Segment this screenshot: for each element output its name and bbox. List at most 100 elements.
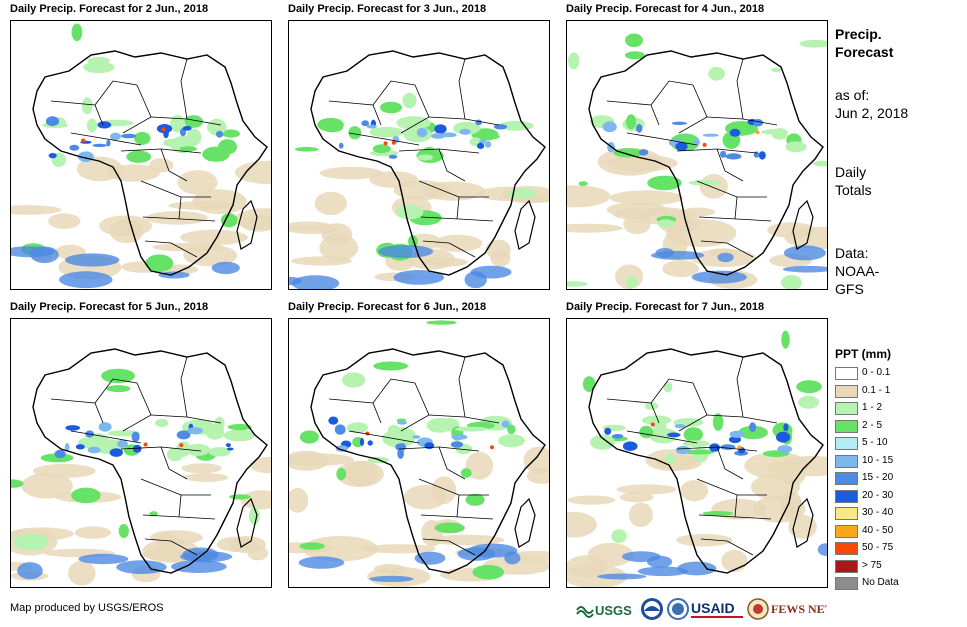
precip-patch (369, 575, 414, 582)
precip-patch (777, 445, 793, 454)
precip-patch (504, 551, 521, 565)
precip-patch (69, 144, 80, 151)
legend-swatch (835, 419, 858, 433)
precip-patch (291, 275, 340, 289)
precip-patch (702, 142, 707, 147)
country-border (422, 538, 450, 542)
precip-patch (380, 101, 402, 114)
noaa-logo (639, 596, 665, 622)
country-border (144, 538, 172, 542)
precip-map (288, 318, 550, 588)
precip-patch (460, 468, 472, 478)
country-border (734, 494, 738, 518)
precip-patch (692, 447, 709, 463)
precip-patch (781, 330, 790, 349)
precip-patch (222, 129, 240, 138)
precip-patch (602, 121, 617, 133)
precip-patch (397, 420, 407, 425)
madagascar-outline (792, 497, 814, 548)
precip-patch (211, 261, 240, 275)
legend-label: No Data (862, 577, 899, 588)
precip-patch (249, 507, 260, 525)
legend-item: 0 - 0.1 (835, 365, 891, 383)
precip-patch (780, 491, 803, 519)
precip-patch (590, 434, 615, 450)
africa-coastline (588, 348, 824, 574)
legend-item: 10 - 15 (835, 453, 893, 471)
precip-patch (234, 208, 271, 230)
precip-patch (155, 418, 169, 428)
nasa-logo (667, 596, 689, 622)
country-border (170, 540, 198, 556)
precip-patch (81, 138, 86, 143)
country-border (398, 148, 480, 154)
africa-precip-map-svg (11, 23, 271, 289)
precip-patch (374, 564, 406, 575)
precip-patch (289, 276, 302, 285)
fews-net-logo-text: FEWS NET (771, 602, 827, 616)
legend-swatch (835, 507, 858, 520)
precip-patch (779, 462, 806, 486)
precip-patch (92, 143, 107, 148)
precip-patch (294, 146, 319, 152)
precip-patch (465, 493, 485, 506)
precip-patch (671, 121, 687, 126)
precip-patch (367, 440, 373, 446)
precip-patch (628, 502, 653, 528)
precip-patch (684, 449, 715, 455)
precip-patch (143, 442, 148, 447)
madagascar-outline (236, 497, 258, 548)
precip-patch (771, 128, 788, 140)
precip-patch (796, 380, 822, 394)
precip-patch (366, 124, 377, 129)
country-border (700, 538, 728, 542)
precip-patch (431, 476, 457, 504)
country-border (420, 514, 494, 520)
precip-patch (465, 451, 494, 480)
precip-patch (414, 551, 446, 565)
country-border (726, 242, 754, 258)
precip-patch (348, 126, 362, 140)
legend-item: 15 - 20 (835, 470, 893, 488)
country-border (372, 80, 416, 106)
precip-patch (567, 511, 597, 538)
precip-patch (99, 215, 153, 237)
precip-patch (490, 445, 494, 450)
precip-patch (220, 213, 238, 228)
precip-patch (223, 429, 255, 442)
precip-patch (781, 275, 802, 289)
precip-patch (402, 92, 417, 109)
precip-patch (459, 128, 471, 135)
precip-patch (338, 142, 344, 149)
country-border (348, 430, 420, 444)
legend-swatch (835, 437, 858, 450)
precip-patch (606, 202, 668, 218)
precip-patch (675, 445, 691, 455)
country-border (120, 446, 202, 452)
country-border (698, 216, 772, 222)
precip-patch (11, 205, 62, 215)
precip-patch (226, 447, 234, 451)
precip-patch (180, 551, 233, 563)
precip-patch (567, 281, 588, 287)
precip-patch (616, 484, 677, 495)
precip-patch (798, 395, 820, 409)
country-border (438, 446, 466, 480)
legend-item: 2 - 5 (835, 418, 891, 436)
precip-patch (107, 164, 160, 182)
country-border (178, 494, 182, 518)
precip-patch (171, 560, 227, 573)
precip-patch (783, 245, 826, 261)
precip-patch (299, 430, 319, 444)
precip-patch (450, 441, 463, 448)
precip-patch (299, 542, 325, 550)
precip-patch (663, 381, 673, 393)
precip-patch (146, 211, 208, 225)
precip-patch (428, 534, 505, 546)
legend-item: 50 - 75 (835, 540, 893, 558)
africa-coastline (32, 50, 268, 276)
side-heading: Forecast (835, 44, 894, 60)
precip-patch (186, 128, 202, 146)
precip-patch (185, 443, 211, 456)
country-border (626, 430, 698, 444)
